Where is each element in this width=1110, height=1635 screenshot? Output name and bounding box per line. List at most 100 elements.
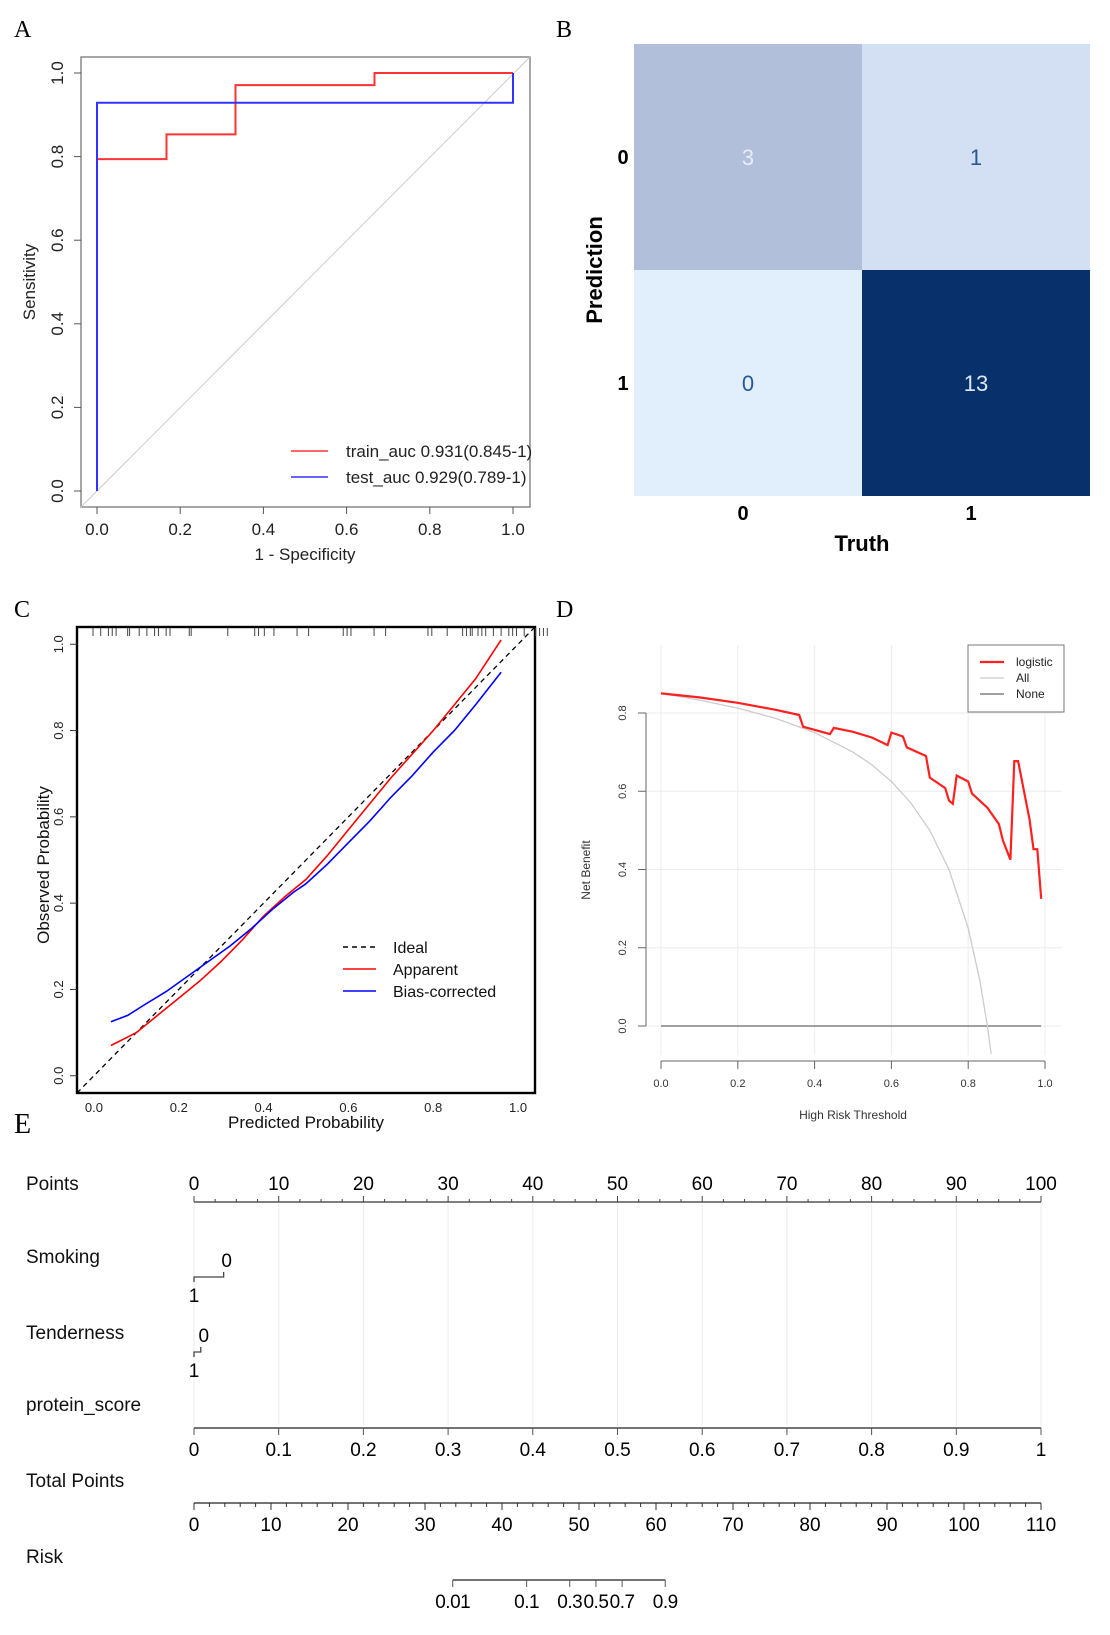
- points-tick-label: 90: [946, 1174, 967, 1195]
- y-tick-label: 0.2: [617, 940, 629, 955]
- matrix-cell: [862, 44, 1090, 270]
- y-tick-label: 0.0: [48, 479, 67, 503]
- x-tick-label: 0.0: [653, 1078, 668, 1090]
- protein-score-tick-label: 0.6: [689, 1440, 715, 1461]
- calibration-line-ideal: [76, 626, 536, 1094]
- points-tick-label: 50: [607, 1174, 628, 1195]
- row-label-points: Points: [26, 1174, 79, 1195]
- legend-label: test_auc 0.929(0.789-1): [346, 468, 527, 487]
- row-label-tenderness: Tenderness: [26, 1323, 124, 1344]
- roc-chart: 0.0 0.2 0.4 0.6 0.8 1.0 0.0 0.2 0.4 0.6 0.8 1.0 1 - …: [20, 56, 532, 564]
- row-label-risk: Risk: [26, 1547, 63, 1568]
- x-category-label: 1: [965, 503, 976, 525]
- nomogram: Points Smoking Tenderness protein_score Tota…: [26, 1174, 1057, 1613]
- x-tick-label: 0.6: [335, 520, 359, 539]
- x-tick-label: 0.0: [85, 1100, 103, 1115]
- matrix-cell: [634, 44, 862, 270]
- y-tick-label: 0.8: [617, 705, 629, 720]
- total-points-tick-label: 40: [491, 1515, 512, 1536]
- x-tick-label: 0.8: [418, 520, 442, 539]
- points-tick-label: 100: [1025, 1174, 1057, 1195]
- matrix-cell: [634, 270, 862, 496]
- x-tick-label: 0.0: [85, 520, 109, 539]
- cell-value: 1: [970, 145, 982, 170]
- matrix-cell: [862, 270, 1090, 496]
- x-tick-label: 0.2: [730, 1078, 745, 1090]
- x-tick-label: 0.2: [168, 520, 192, 539]
- panel-label-a: A: [14, 17, 32, 43]
- legend-label: None: [1016, 687, 1045, 701]
- y-tick-label: 1.0: [48, 61, 67, 85]
- risk-tick-label: 0.01: [435, 1592, 470, 1613]
- y-tick-label: 0.6: [48, 228, 67, 252]
- y-tick-label: 0.8: [51, 722, 66, 740]
- plot-frame: [75, 625, 537, 1095]
- cell-value: 13: [964, 371, 988, 396]
- y-category-label: 1: [617, 373, 628, 395]
- category-scale: [193, 1347, 202, 1357]
- total-points-tick-label: 70: [722, 1515, 743, 1536]
- y-tick-label: 1.0: [51, 635, 66, 653]
- y-tick-label: 0.8: [48, 145, 67, 169]
- x-tick-label: 1.0: [509, 1100, 527, 1115]
- risk-tick-label: 0.3: [557, 1592, 582, 1613]
- net-benefit-line-all: [660, 692, 992, 1054]
- panel-label-d: D: [556, 597, 573, 623]
- y-tick-label: 0.2: [51, 980, 66, 998]
- x-tick-label: 0.2: [170, 1100, 188, 1115]
- y-tick-label: 0.0: [51, 1067, 66, 1085]
- row-label-total-points: Total Points: [26, 1471, 124, 1492]
- legend-label: Bias-corrected: [393, 984, 496, 1001]
- net-benefit-line-logistic: [660, 692, 1043, 899]
- legend-label: Ideal: [393, 940, 428, 957]
- x-tick-label: 0.8: [424, 1100, 442, 1115]
- total-points-tick-label: 30: [414, 1515, 435, 1536]
- y-tick-label: 0.0: [617, 1018, 629, 1033]
- legend-label: logistic: [1016, 655, 1053, 669]
- protein-score-tick-label: 0.3: [435, 1440, 461, 1461]
- x-tick-label: 1.0: [501, 520, 525, 539]
- reference-line: [80, 56, 531, 508]
- protein-score-tick-label: 0.5: [604, 1440, 630, 1461]
- roc-curve-train_auc: [96, 72, 513, 491]
- category-level-label: 0: [198, 1326, 209, 1347]
- plot-frame: [80, 56, 531, 508]
- calibration-chart: 0.0 0.2 0.4 0.6 0.8 1.0 0.0 0.2 0.4 0.6 0.8 1.0 Pred…: [34, 625, 548, 1132]
- panel-label-b: B: [556, 17, 572, 43]
- protein-score-tick-label: 0: [189, 1440, 200, 1461]
- protein-score-tick-label: 0.9: [943, 1440, 969, 1461]
- y-category-label: 0: [617, 147, 628, 169]
- total-points-tick-label: 110: [1026, 1515, 1056, 1536]
- points-tick-label: 60: [692, 1174, 713, 1195]
- x-tick-label: 0.4: [255, 1100, 273, 1115]
- points-tick-label: 80: [861, 1174, 882, 1195]
- panel-label-c: C: [14, 597, 30, 623]
- y-tick-label: 0.6: [617, 784, 629, 799]
- y-tick-label: 0.6: [51, 808, 66, 826]
- protein-score-tick-label: 0.2: [350, 1440, 376, 1461]
- points-tick-label: 10: [268, 1174, 289, 1195]
- calibration-line-apparent: [110, 639, 502, 1047]
- legend-label: All: [1016, 671, 1029, 685]
- points-tick-label: 40: [522, 1174, 543, 1195]
- protein-score-tick-label: 0.4: [520, 1440, 547, 1461]
- protein-score-tick-label: 0.8: [858, 1440, 884, 1461]
- points-tick-label: 0: [189, 1174, 200, 1195]
- x-tick-label: 0.8: [961, 1078, 976, 1090]
- x-category-label: 0: [737, 503, 748, 525]
- risk-tick-label: 0.7: [610, 1592, 635, 1613]
- y-axis-label: Net Benefit: [579, 840, 593, 900]
- legend-label: Apparent: [393, 962, 458, 979]
- total-points-tick-label: 60: [645, 1515, 666, 1536]
- points-tick-label: 30: [438, 1174, 459, 1195]
- total-points-tick-label: 90: [876, 1515, 897, 1536]
- cell-value: 3: [742, 145, 754, 170]
- roc-curve-test_auc: [96, 73, 514, 491]
- total-points-tick-label: 80: [799, 1515, 820, 1536]
- panel-label-e: E: [14, 1109, 31, 1140]
- decision-curve-chart: 0.0 0.2 0.4 0.6 0.8 0.0 0.2 0.4 0.6 0.8 1.0 High Ri…: [579, 644, 1065, 1122]
- total-points-tick-label: 0: [189, 1515, 200, 1536]
- x-tick-label: 0.4: [252, 520, 276, 539]
- y-tick-label: 0.4: [48, 312, 67, 336]
- protein-score-tick-label: 0.1: [265, 1440, 291, 1461]
